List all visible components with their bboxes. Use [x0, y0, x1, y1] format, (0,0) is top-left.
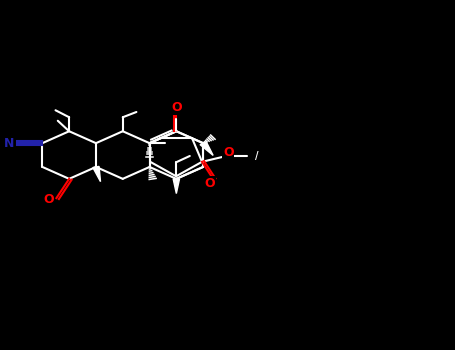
Text: O: O — [171, 101, 182, 114]
Polygon shape — [173, 179, 180, 194]
Text: N: N — [4, 136, 15, 150]
Polygon shape — [200, 142, 213, 155]
Text: O: O — [43, 193, 54, 206]
Polygon shape — [93, 166, 101, 182]
Text: O: O — [223, 146, 234, 159]
Text: O: O — [204, 177, 215, 190]
Text: /: / — [255, 150, 258, 161]
